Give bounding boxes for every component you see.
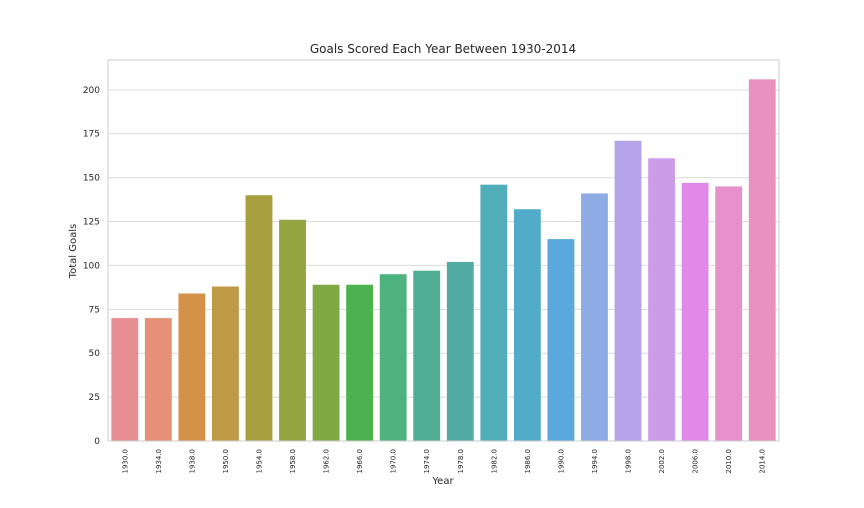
x-tick-label: 2010.0 [725,449,733,474]
x-tick-labels: 1930.0 1934.0 1938.0 1950.0 1954.0 1958.0 1962… [121,449,766,474]
x-tick-label: 1950.0 [222,449,230,474]
y-tick-label: 50 [89,349,101,359]
x-tick-label: 1974.0 [423,449,431,474]
x-tick-label: 2006.0 [692,449,700,474]
x-tick-label: 1938.0 [188,449,196,474]
x-tick-label: 1978.0 [457,449,465,474]
x-tick-label: 2014.0 [759,449,767,474]
bar [178,293,206,441]
bar [346,284,374,441]
x-tick-label: 1958.0 [289,449,297,474]
y-tick-label: 75 [89,305,100,315]
bar [480,184,508,441]
x-axis-label: Year [431,476,454,487]
y-tick-label: 100 [83,261,100,271]
bars [111,79,776,442]
x-tick-label: 2002.0 [658,449,666,474]
bar [379,274,407,441]
bar [144,318,172,441]
bar [581,193,608,441]
bar [212,286,239,441]
plot-frame [107,59,780,442]
x-tick-label: 1994.0 [591,449,599,474]
bar [111,318,139,441]
x-tick-label: 1954.0 [255,449,263,474]
x-tick-label: 1930.0 [121,449,129,474]
bar [513,209,541,441]
bar [715,186,743,441]
x-tick-label: 1986.0 [524,449,532,474]
x-tick-label: 1982.0 [490,449,498,474]
bar [648,158,675,442]
bar [446,261,474,441]
x-tick-label: 1966.0 [356,449,364,474]
x-tick-label: 1998.0 [625,449,633,474]
y-tick-label: 200 [83,86,100,96]
bar [413,270,441,441]
y-tick-label: 25 [89,393,100,403]
bar [312,284,340,441]
y-tick-label: 175 [83,130,100,140]
plot-background [108,60,779,441]
x-tick-label: 1934.0 [155,449,163,474]
y-tick-label: 150 [83,174,100,184]
chart-title: Goals Scored Each Year Between 1930-2014 [310,42,576,56]
x-tick-label: 1990.0 [557,449,565,474]
bar [547,239,575,441]
bar [614,140,642,441]
x-tick-label: 1970.0 [390,449,398,474]
x-tick-label: 1962.0 [323,449,331,474]
y-tick-label: 0 [94,437,100,447]
y-tick-label: 125 [83,218,100,228]
bar [748,79,776,442]
bar [279,219,306,441]
y-axis-label: Total Goals [68,224,79,280]
bar [681,182,709,441]
y-tick-labels: 0 25 50 75 100 125 150 175 200 [83,86,100,447]
bar [245,195,273,441]
